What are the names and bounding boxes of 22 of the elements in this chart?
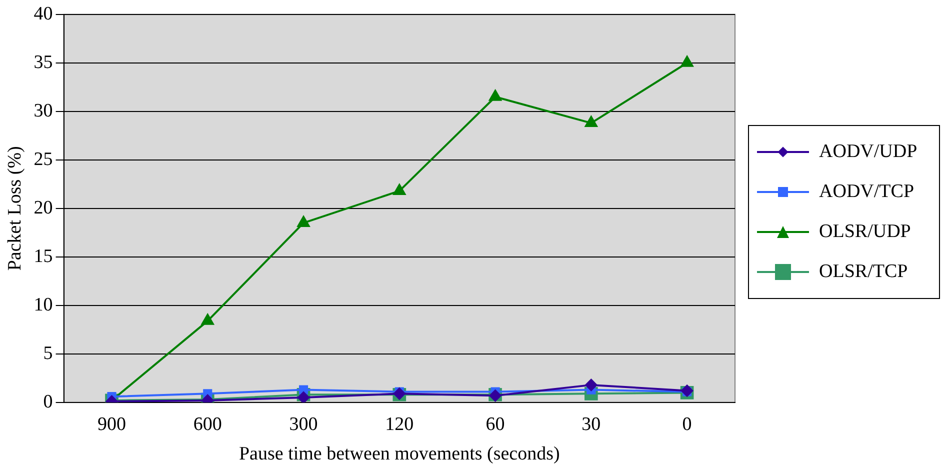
x-tick-label: 600 <box>193 414 222 435</box>
y-tick-label: 35 <box>34 52 53 73</box>
x-tick-label: 0 <box>682 414 692 435</box>
x-tick-label: 60 <box>486 414 505 435</box>
y-tick-label: 20 <box>34 197 53 218</box>
x-tick-label: 300 <box>289 414 318 435</box>
legend-label: AODV/TCP <box>819 181 914 203</box>
legend-label: OLSR/UDP <box>819 221 911 243</box>
y-tick-label: 15 <box>34 246 53 267</box>
y-tick-label: 40 <box>34 3 53 24</box>
x-tick-label: 900 <box>97 414 126 435</box>
y-tick-label: 5 <box>43 342 53 364</box>
y-tick-label: 30 <box>34 100 53 122</box>
x-axis-title: Pause time between movements (seconds) <box>238 444 560 465</box>
y-tick-label: 25 <box>34 148 53 170</box>
y-tick-label: 10 <box>34 294 53 316</box>
y-tick-label: 0 <box>43 391 53 412</box>
x-tick-label: 30 <box>582 414 601 435</box>
x-tick-label: 120 <box>385 414 414 435</box>
legend-label: OLSR/TCP <box>819 261 908 283</box>
legend-label: AODV/UDP <box>819 141 918 163</box>
y-axis-title: Packet Loss (%) <box>4 146 26 271</box>
